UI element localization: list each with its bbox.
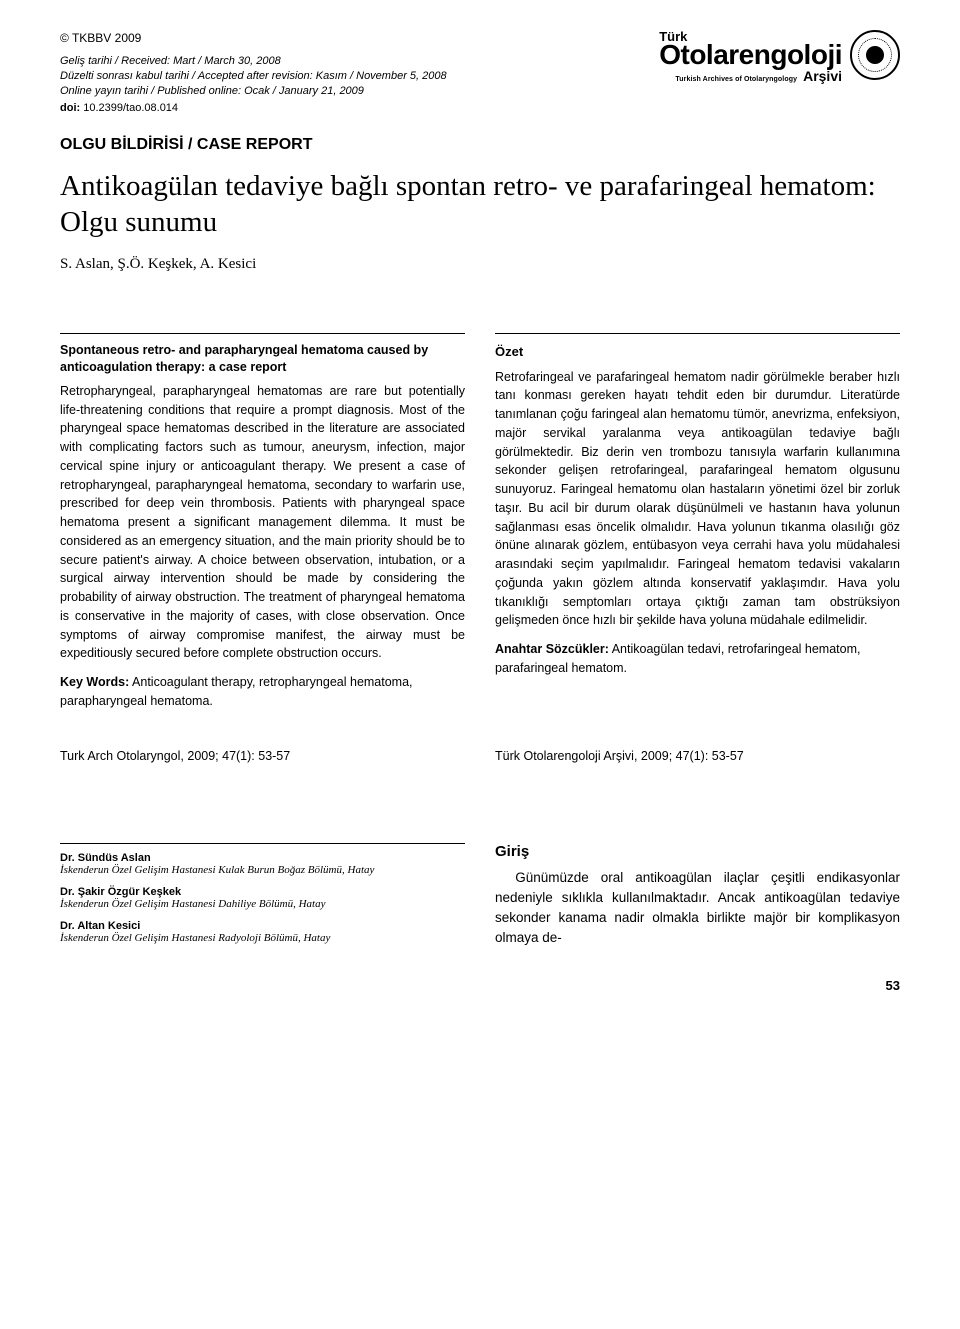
journal-arsivi: Arşivi — [803, 69, 842, 83]
accepted-line: Düzelti sonrası kabul tarihi / Accepted … — [60, 69, 447, 84]
author-name: Dr. Altan Kesici — [60, 920, 465, 932]
footer-row: Dr. Sündüs Aslan İskenderun Özel Gelişim… — [60, 843, 900, 954]
abstract-title-en: Spontaneous retro- and parapharyngeal he… — [60, 342, 465, 376]
header: © TKBBV 2009 Geliş tarihi / Received: Ma… — [60, 30, 900, 116]
journal-text: Türk Otolarengoloji Turkish Archives of … — [659, 30, 842, 83]
intro-title: Giriş — [495, 843, 900, 860]
author-name: Dr. Şakir Özgür Keşkek — [60, 886, 465, 898]
keywords-tr: Anahtar Sözcükler: Antikoagülan tedavi, … — [495, 640, 900, 678]
accepted-label: Düzelti sonrası kabul tarihi / Accepted … — [60, 70, 313, 82]
received-line: Geliş tarihi / Received: Mart / March 30… — [60, 54, 447, 69]
journal-seal-icon — [850, 30, 900, 80]
keywords-en: Key Words: Anticoagulant therapy, retrop… — [60, 673, 465, 711]
keywords-label-tr: Anahtar Sözcükler: — [495, 642, 609, 656]
abstract-turkish: Özet Retrofaringeal ve parafaringeal hem… — [495, 333, 900, 711]
doi-label: doi: — [60, 102, 80, 114]
doi-value: 10.2399/tao.08.014 — [83, 102, 178, 114]
citation-row: Turk Arch Otolaryngol, 2009; 47(1): 53-5… — [60, 749, 900, 763]
doi-line: doi: 10.2399/tao.08.014 — [60, 101, 447, 116]
received-value: Mart / March 30, 2008 — [173, 55, 281, 67]
divider — [60, 333, 465, 334]
affiliation-block: Dr. Altan Kesici İskenderun Özel Gelişim… — [60, 920, 465, 944]
keywords-label-en: Key Words: — [60, 675, 129, 689]
abstract-body-en: Retropharyngeal, parapharyngeal hematoma… — [60, 382, 465, 663]
author-inst: İskenderun Özel Gelişim Hastanesi Radyol… — [60, 932, 465, 944]
published-label: Online yayın tarihi / Published online: — [60, 85, 241, 97]
affiliations-col: Dr. Sündüs Aslan İskenderun Özel Gelişim… — [60, 843, 465, 954]
intro-body: Günümüzde oral antikoagülan ilaçlar çeşi… — [495, 868, 900, 949]
author-inst: İskenderun Özel Gelişim Hastanesi Dahili… — [60, 898, 465, 910]
published-value: Ocak / January 21, 2009 — [244, 85, 364, 97]
received-label: Geliş tarihi / Received: — [60, 55, 170, 67]
citation-tr: Türk Otolarengoloji Arşivi, 2009; 47(1):… — [495, 749, 900, 763]
journal-block: Türk Otolarengoloji Turkish Archives of … — [659, 30, 900, 83]
abstract-row: Spontaneous retro- and parapharyngeal he… — [60, 333, 900, 711]
copyright: © TKBBV 2009 — [60, 30, 447, 46]
report-type: OLGU BİLDİRİSİ / CASE REPORT — [60, 136, 900, 154]
accepted-value: Kasım / November 5, 2008 — [316, 70, 447, 82]
journal-name: Otolarengoloji — [659, 42, 842, 69]
author-inst: İskenderun Özel Gelişim Hastanesi Kulak … — [60, 864, 465, 876]
published-line: Online yayın tarihi / Published online: … — [60, 84, 447, 99]
journal-sub: Turkish Archives of Otolaryngology — [675, 76, 797, 83]
authors: S. Aslan, Ş.Ö. Keşkek, A. Kesici — [60, 256, 900, 273]
divider — [495, 333, 900, 334]
abstract-body-tr: Retrofaringeal ve parafaringeal hematom … — [495, 368, 900, 631]
article-title: Antikoagülan tedaviye bağlı spontan retr… — [60, 168, 900, 241]
abstract-title-tr: Özet — [495, 342, 900, 362]
meta-block: © TKBBV 2009 Geliş tarihi / Received: Ma… — [60, 30, 447, 116]
citation-en: Turk Arch Otolaryngol, 2009; 47(1): 53-5… — [60, 749, 465, 763]
intro-col: Giriş Günümüzde oral antikoagülan ilaçla… — [495, 843, 900, 954]
affiliation-block: Dr. Şakir Özgür Keşkek İskenderun Özel G… — [60, 886, 465, 910]
author-name: Dr. Sündüs Aslan — [60, 852, 465, 864]
page-number: 53 — [60, 978, 900, 993]
divider — [60, 843, 465, 844]
abstract-english: Spontaneous retro- and parapharyngeal he… — [60, 333, 465, 711]
affiliation-block: Dr. Sündüs Aslan İskenderun Özel Gelişim… — [60, 843, 465, 876]
